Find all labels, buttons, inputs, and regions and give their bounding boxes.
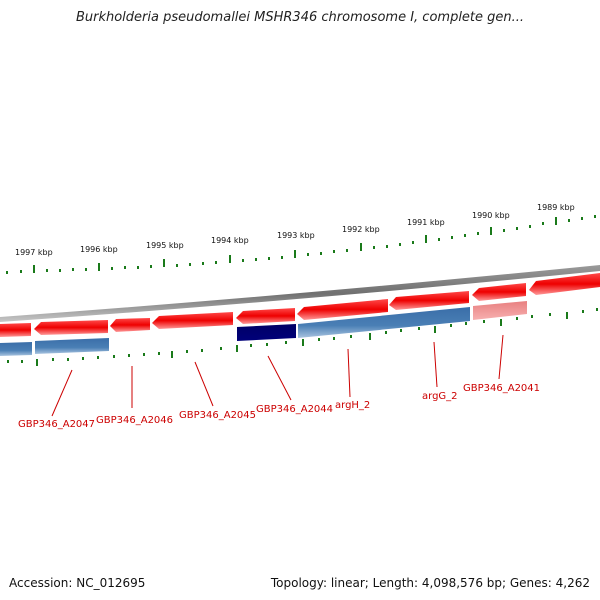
accession-label: Accession: NC_012695: [9, 576, 146, 590]
cds-bar[interactable]: [0, 342, 32, 356]
gene-arrow[interactable]: [529, 273, 600, 295]
cds-bar-faded[interactable]: [473, 301, 527, 320]
gene-label-GBP346_A2047[interactable]: GBP346_A2047: [18, 419, 95, 430]
gene-arrow[interactable]: [152, 312, 233, 329]
gene-label-GBP346_A2046[interactable]: GBP346_A2046: [96, 415, 173, 426]
upper-tick-track: [6, 215, 596, 274]
genome-summary: Topology: linear; Length: 4,098,576 bp; …: [270, 576, 590, 590]
gene-arrow[interactable]: [34, 320, 108, 335]
cds-track[interactable]: [0, 301, 527, 356]
gene-labels: GBP346_A2047 GBP346_A2046 GBP346_A2045 G…: [18, 383, 540, 430]
gene-arrow[interactable]: [236, 308, 295, 324]
chromosome-backbone: [0, 265, 600, 322]
gene-arrow[interactable]: [472, 283, 526, 301]
gene-leader-lines: [51, 334, 504, 417]
tick-labels: 1997 kbp 1996 kbp 1995 kbp 1994 kbp 1993…: [15, 203, 575, 257]
tick-label: 1997 kbp: [15, 248, 53, 257]
tick-label: 1996 kbp: [80, 245, 118, 254]
gene-label-argG_2[interactable]: argG_2: [422, 391, 458, 402]
cds-bar[interactable]: [35, 338, 109, 354]
lower-tick-track: [7, 308, 598, 366]
tick-label: 1989 kbp: [537, 203, 575, 212]
tick-label: 1991 kbp: [407, 218, 445, 227]
gene-arrow[interactable]: [0, 323, 31, 337]
map-title: Burkholderia pseudomallei MSHR346 chromo…: [75, 10, 525, 25]
tick-label: 1992 kbp: [342, 225, 380, 234]
tick-label: 1995 kbp: [146, 241, 184, 250]
cds-bar[interactable]: [298, 307, 470, 338]
tick-label: 1993 kbp: [277, 231, 315, 240]
gene-label-GBP346_A2041[interactable]: GBP346_A2041: [463, 383, 540, 394]
gene-arrow[interactable]: [110, 318, 150, 332]
gene-arrow[interactable]: [389, 291, 469, 310]
gene-label-argH_2[interactable]: argH_2: [335, 400, 370, 411]
gene-label-GBP346_A2045[interactable]: GBP346_A2045: [179, 410, 256, 421]
cds-bar-selected[interactable]: [237, 324, 296, 341]
gene-label-GBP346_A2044[interactable]: GBP346_A2044: [256, 404, 333, 415]
gene-arrow[interactable]: [297, 299, 388, 320]
tick-label: 1990 kbp: [472, 211, 510, 220]
tick-label: 1994 kbp: [211, 236, 249, 245]
forward-gene-track[interactable]: [0, 273, 600, 337]
